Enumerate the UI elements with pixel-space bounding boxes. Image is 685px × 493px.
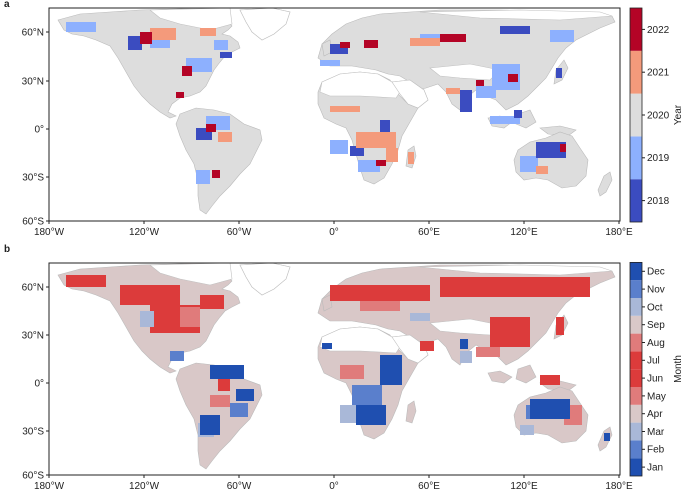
cb-month-may: May [647,391,666,402]
map-panel-b [48,262,621,476]
panel-a-y-axis: 60°N 30°N 0° 30°S 60°S [22,28,49,228]
b-ytick-30n: 30°N [22,331,44,342]
b-xtick-0: 0° [329,481,339,492]
a-ytick-30n: 30°N [22,77,44,88]
a-ytick-30s: 30°S [22,173,44,184]
cb-year-2020: 2020 [647,110,670,121]
cb-year-2021: 2021 [647,68,670,79]
b-ytick-30s: 30°S [22,427,44,438]
a-xtick-60w: 60°W [227,227,252,238]
b-xtick-120e: 120°E [510,481,538,492]
b-xtick-60w: 60°W [227,481,252,492]
a-xtick-60e: 60°E [418,227,440,238]
b-xtick-120w: 120°W [129,481,160,492]
a-xtick-0: 0° [329,227,339,238]
cb-month-aug: Aug [647,338,665,349]
map-panel-a [48,7,621,222]
cb-month-apr: Apr [647,409,663,420]
panel-b-y-axis: 60°N 30°N 0° 30°S 60°S [22,283,49,482]
a-ytick-60s: 60°S [22,217,44,228]
b-ytick-60s: 60°S [22,471,44,482]
a-xtick-180e: 180°E [605,227,633,238]
panel-a-label: a [4,0,10,10]
colorbar-month: Jan Feb Mar Apr May Jun Jul Aug Sep Oct … [629,261,684,477]
cb-month-feb: Feb [647,445,665,456]
cb-month-title: Month [673,355,684,383]
cb-month-mar: Mar [647,427,665,438]
cb-year-title: Year [673,104,684,125]
cb-year-2022: 2022 [647,25,670,36]
cb-month-dec: Dec [647,267,665,278]
a-xtick-120w: 120°W [129,227,160,238]
cb-year-2019: 2019 [647,153,670,164]
a-ytick-0: 0° [34,125,44,136]
cb-year-2018: 2018 [647,196,670,207]
panel-a-x-axis: 180°W 120°W 60°W 0° 60°E 120°E 180°E [34,221,633,238]
cb-month-jan: Jan [647,463,663,474]
b-xtick-180e: 180°E [605,481,633,492]
a-xtick-180w: 180°W [34,227,65,238]
a-xtick-120e: 120°E [510,227,538,238]
cb-month-nov: Nov [647,285,665,296]
b-ytick-60n: 60°N [22,283,44,294]
b-ytick-0: 0° [34,379,44,390]
year-patches [66,22,574,184]
cb-month-sep: Sep [647,320,665,331]
b-xtick-60e: 60°E [418,481,440,492]
cb-month-jul: Jul [647,356,660,367]
a-ytick-60n: 60°N [22,28,44,39]
panel-b-x-axis: 180°W 120°W 60°W 0° 60°E 120°E 180°E [34,475,633,492]
cb-month-jun: Jun [647,374,663,385]
month-patches [66,275,610,441]
cb-month-oct: Oct [647,302,663,313]
colorbar-year: 2018 2019 2020 2021 2022 Year [629,7,684,223]
b-xtick-180w: 180°W [34,481,65,492]
panel-b-label: b [4,244,11,255]
